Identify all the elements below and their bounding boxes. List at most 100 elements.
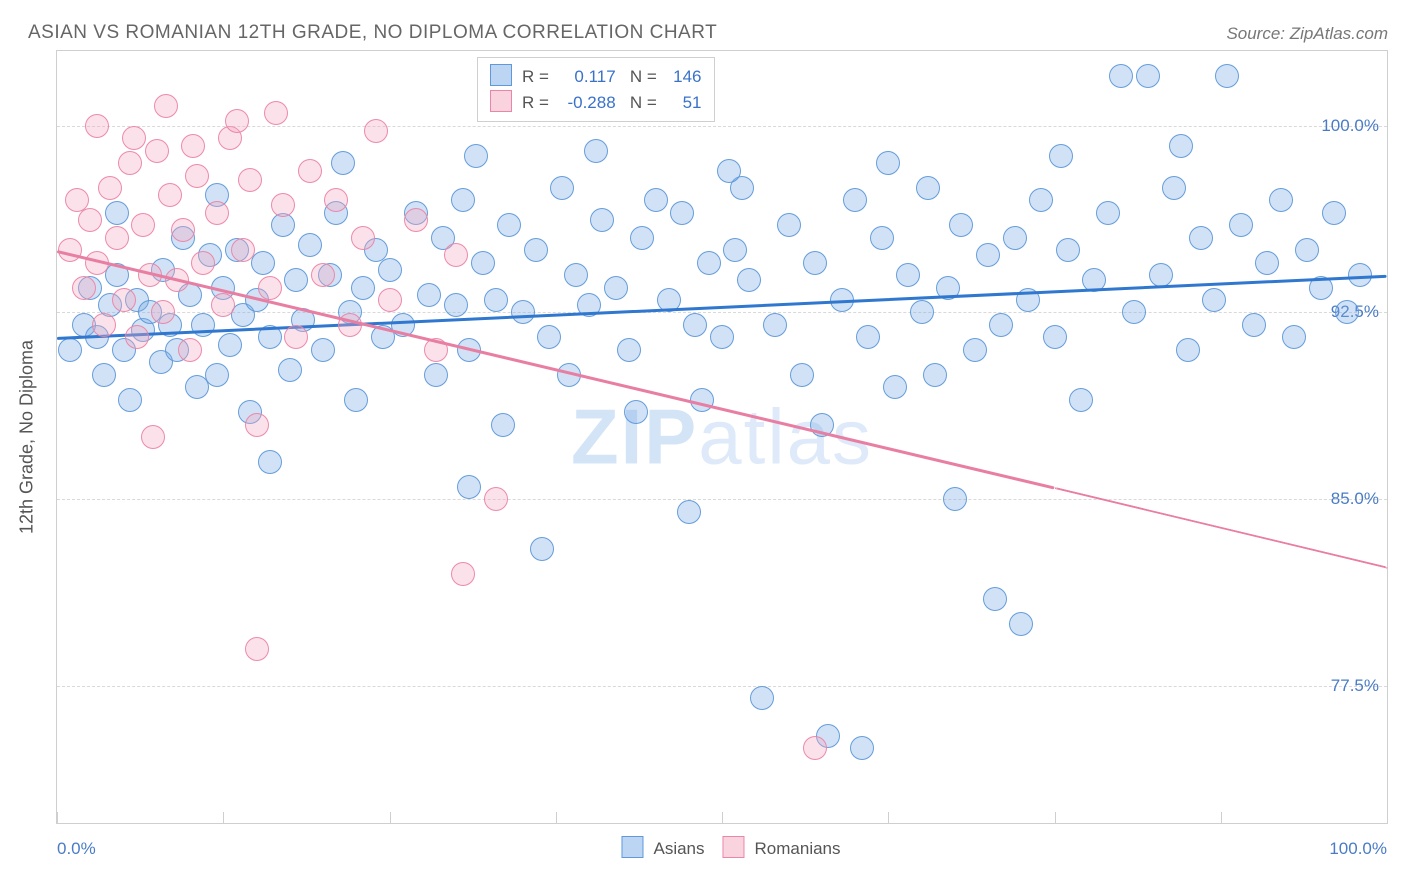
data-point: [191, 251, 215, 275]
data-point: [983, 587, 1007, 611]
x-tick: [888, 812, 889, 824]
data-point: [1255, 251, 1279, 275]
data-point: [1282, 325, 1306, 349]
data-point: [151, 300, 175, 324]
data-point: [777, 213, 801, 237]
x-tick: [223, 812, 224, 824]
chart-title: ASIAN VS ROMANIAN 12TH GRADE, NO DIPLOMA…: [28, 22, 717, 44]
data-point: [1229, 213, 1253, 237]
data-point: [803, 251, 827, 275]
data-point: [298, 159, 322, 183]
data-point: [471, 251, 495, 275]
data-point: [245, 637, 269, 661]
data-point: [278, 358, 302, 382]
y-tick-label: 77.5%: [1331, 676, 1379, 696]
data-point: [644, 188, 668, 212]
data-point: [550, 176, 574, 200]
data-point: [378, 258, 402, 282]
data-point: [141, 425, 165, 449]
legend-swatch-icon: [723, 836, 745, 858]
data-point: [1176, 338, 1200, 362]
data-point: [617, 338, 641, 362]
data-point: [923, 363, 947, 387]
data-point: [584, 139, 608, 163]
x-axis-min-label: 0.0%: [57, 839, 96, 859]
data-point: [85, 114, 109, 138]
legend-n-label: N =: [630, 93, 657, 112]
data-point: [205, 201, 229, 225]
data-point: [1189, 226, 1213, 250]
y-tick-label: 100.0%: [1321, 116, 1379, 136]
legend-n-value: 51: [662, 90, 702, 116]
data-point: [870, 226, 894, 250]
data-point: [1069, 388, 1093, 412]
legend-r-value: 0.117: [554, 64, 616, 90]
data-point: [351, 226, 375, 250]
data-point: [1003, 226, 1027, 250]
data-point: [484, 288, 508, 312]
data-point: [105, 226, 129, 250]
legend-r-value: -0.288: [554, 90, 616, 116]
data-point: [205, 363, 229, 387]
data-point: [92, 363, 116, 387]
data-point: [298, 233, 322, 257]
data-point: [378, 288, 402, 312]
data-point: [949, 213, 973, 237]
data-point: [697, 251, 721, 275]
data-point: [451, 188, 475, 212]
data-point: [1295, 238, 1319, 262]
data-point: [238, 168, 262, 192]
data-point: [444, 243, 468, 267]
data-point: [444, 293, 468, 317]
data-point: [464, 144, 488, 168]
data-point: [92, 313, 116, 337]
series-legend-label: Asians: [653, 839, 704, 858]
legend-swatch-icon: [490, 64, 512, 86]
data-point: [943, 487, 967, 511]
data-point: [112, 288, 136, 312]
data-point: [311, 263, 335, 287]
data-point: [284, 325, 308, 349]
data-point: [1269, 188, 1293, 212]
data-point: [1202, 288, 1226, 312]
data-point: [417, 283, 441, 307]
legend-r-label: R =: [522, 67, 549, 86]
data-point: [683, 313, 707, 337]
data-point: [331, 151, 355, 175]
data-point: [78, 208, 102, 232]
x-tick: [1221, 812, 1222, 824]
data-point: [171, 218, 195, 242]
data-point: [245, 413, 269, 437]
data-point: [491, 413, 515, 437]
data-point: [1169, 134, 1193, 158]
data-point: [231, 238, 255, 262]
legend-r-label: R =: [522, 93, 549, 112]
data-point: [530, 537, 554, 561]
gridline: [57, 126, 1387, 127]
data-point: [122, 126, 146, 150]
data-point: [803, 736, 827, 760]
data-point: [1043, 325, 1067, 349]
data-point: [324, 188, 348, 212]
data-point: [750, 686, 774, 710]
data-point: [154, 94, 178, 118]
gridline: [57, 499, 1387, 500]
data-point: [58, 338, 82, 362]
x-tick: [1055, 812, 1056, 824]
data-point: [1096, 201, 1120, 225]
data-point: [1242, 313, 1266, 337]
data-point: [1056, 238, 1080, 262]
data-point: [497, 213, 521, 237]
x-tick: [722, 812, 723, 824]
data-point: [624, 400, 648, 424]
legend-row: R = -0.288 N = 51: [490, 90, 702, 116]
data-point: [118, 151, 142, 175]
series-legend-item: Asians: [603, 839, 704, 858]
data-point: [630, 226, 654, 250]
data-point: [511, 300, 535, 324]
data-point: [876, 151, 900, 175]
data-point: [537, 325, 561, 349]
data-point: [424, 363, 448, 387]
legend-n-value: 146: [662, 64, 702, 90]
data-point: [976, 243, 1000, 267]
